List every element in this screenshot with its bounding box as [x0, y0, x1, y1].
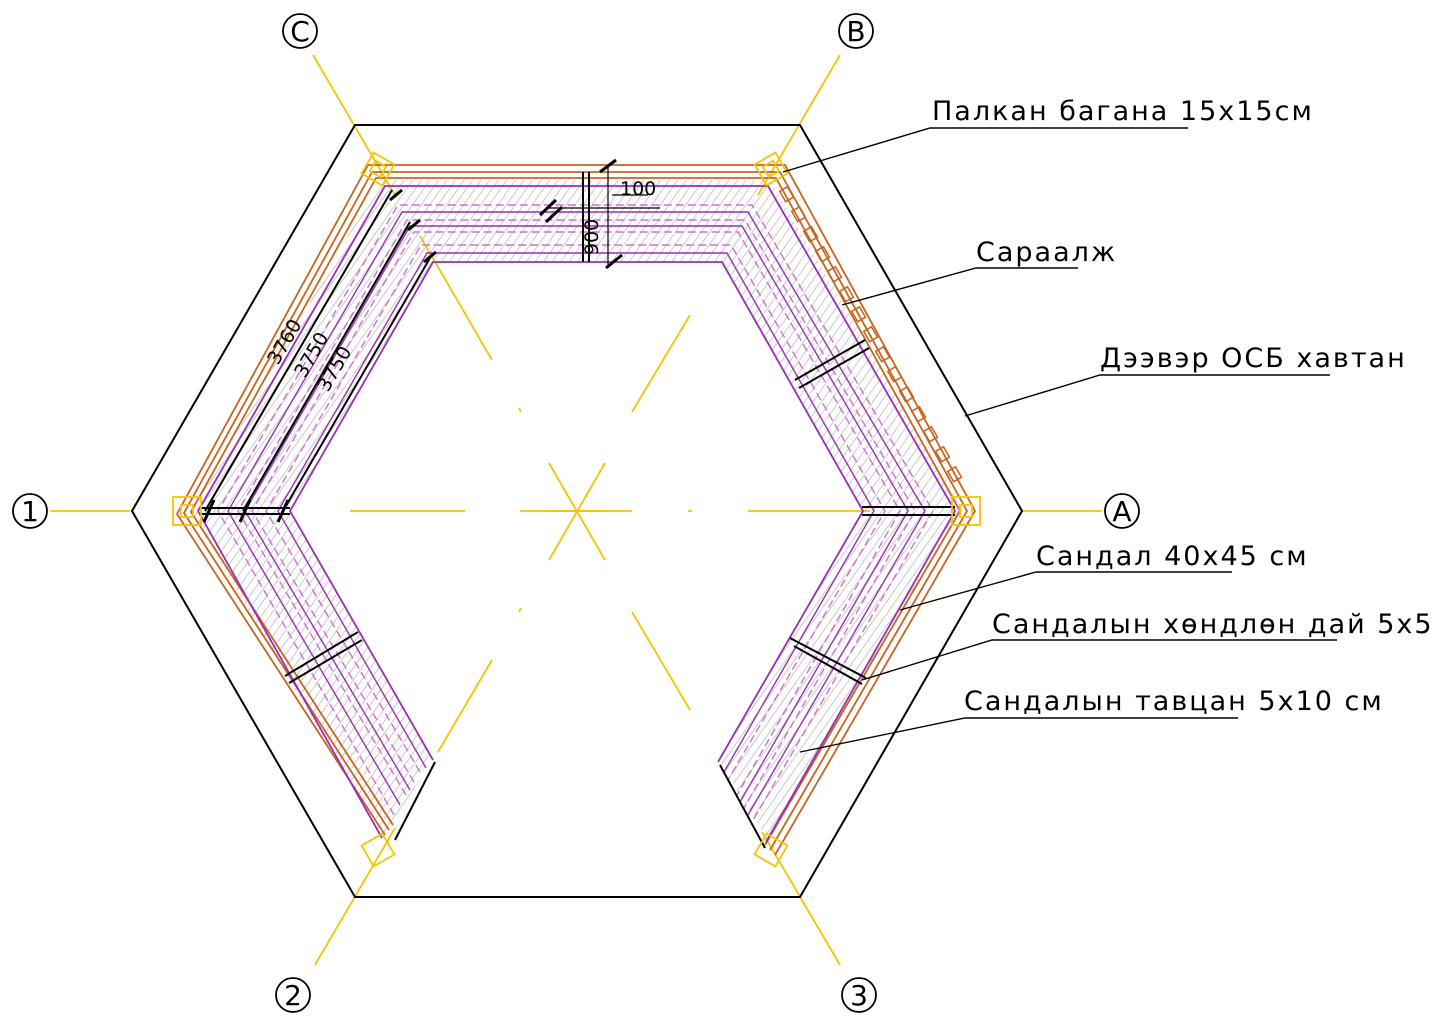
callout-labels: Палкан багана 15х15см Сараалж Дээвэр ОСБ…: [932, 96, 1438, 717]
post-A-inner: [959, 504, 973, 518]
post-A: [951, 496, 981, 526]
axis-A-label: A: [1112, 495, 1131, 528]
bench-cross-supports: [284, 172, 955, 685]
bench-dimension-lines: [200, 189, 766, 849]
label-roof: Дээвэр ОСБ хавтан: [1100, 343, 1407, 374]
post-1: [172, 496, 202, 526]
railing-bands: [175, 164, 977, 856]
post-2: [360, 832, 396, 868]
label-railing: Сараалж: [976, 237, 1117, 268]
bench-boards-dashed: [217, 204, 934, 823]
dim-900: 900: [581, 219, 603, 255]
axis-B-circle: [838, 13, 874, 49]
axis-C-label: C: [290, 15, 310, 48]
axis-C-circle: [282, 13, 318, 49]
axis-1-label: 1: [21, 495, 39, 528]
label-bench-board: Сандалын тавцан 5х10 см: [964, 686, 1384, 717]
dimension-ticks: [202, 158, 623, 523]
bench-boards-solid: [227, 211, 926, 816]
dimension-extension-lines: [548, 165, 660, 265]
label-bench: Сандал 40х45 см: [1036, 541, 1309, 572]
railing-teeth: [778, 185, 963, 483]
axis-B-label: B: [846, 15, 865, 48]
axis-labels: C B 1 A 2 3: [21, 15, 1131, 1012]
axis-2-circle: [275, 977, 311, 1013]
axis-2-label: 2: [284, 979, 302, 1012]
leader-lines: [782, 127, 1337, 753]
label-post: Палкан багана 15х15см: [932, 96, 1314, 127]
post-B: [753, 151, 789, 187]
label-bench-support: Сандалын хөндлөн дай 5х5 см: [992, 609, 1438, 640]
axis-3-label: 3: [850, 979, 868, 1012]
bench-boards: [196, 185, 957, 843]
posts: [172, 151, 981, 868]
post-C: [360, 151, 396, 187]
dim-100: 100: [620, 178, 656, 200]
post-C-inner: [368, 159, 388, 179]
post-B-inner: [761, 159, 781, 179]
post-3: [753, 832, 789, 868]
axis-3-circle: [841, 977, 877, 1013]
axis-1-circle: [12, 493, 48, 529]
post-1-inner: [180, 504, 194, 518]
axis-markers: [12, 13, 1140, 1013]
axis-A-circle: [1104, 493, 1140, 529]
roof-outline: [130, 124, 1024, 898]
